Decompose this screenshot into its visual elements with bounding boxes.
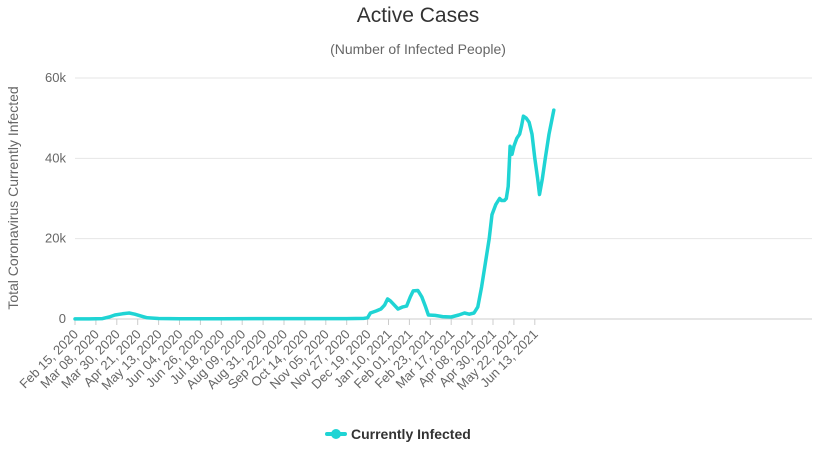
y-axis-ticks: 0 20k 40k 60k	[45, 70, 66, 326]
y-axis-title: Total Coronavirus Currently Infected	[5, 86, 21, 309]
series-line-currently-infected[interactable]	[73, 108, 556, 321]
y-tick-label: 20k	[45, 231, 66, 246]
grid-lines	[75, 77, 812, 320]
y-tick-label: 60k	[45, 70, 66, 85]
y-tick-label: 0	[59, 311, 66, 326]
legend-label[interactable]: Currently Infected	[351, 426, 471, 442]
legend-marker	[331, 429, 341, 439]
chart-subtitle: (Number of Infected People)	[330, 41, 506, 57]
series-group	[73, 108, 556, 321]
chart-title: Active Cases	[357, 4, 480, 27]
legend[interactable]: Currently Infected	[325, 426, 471, 442]
y-tick-label: 40k	[45, 150, 66, 165]
